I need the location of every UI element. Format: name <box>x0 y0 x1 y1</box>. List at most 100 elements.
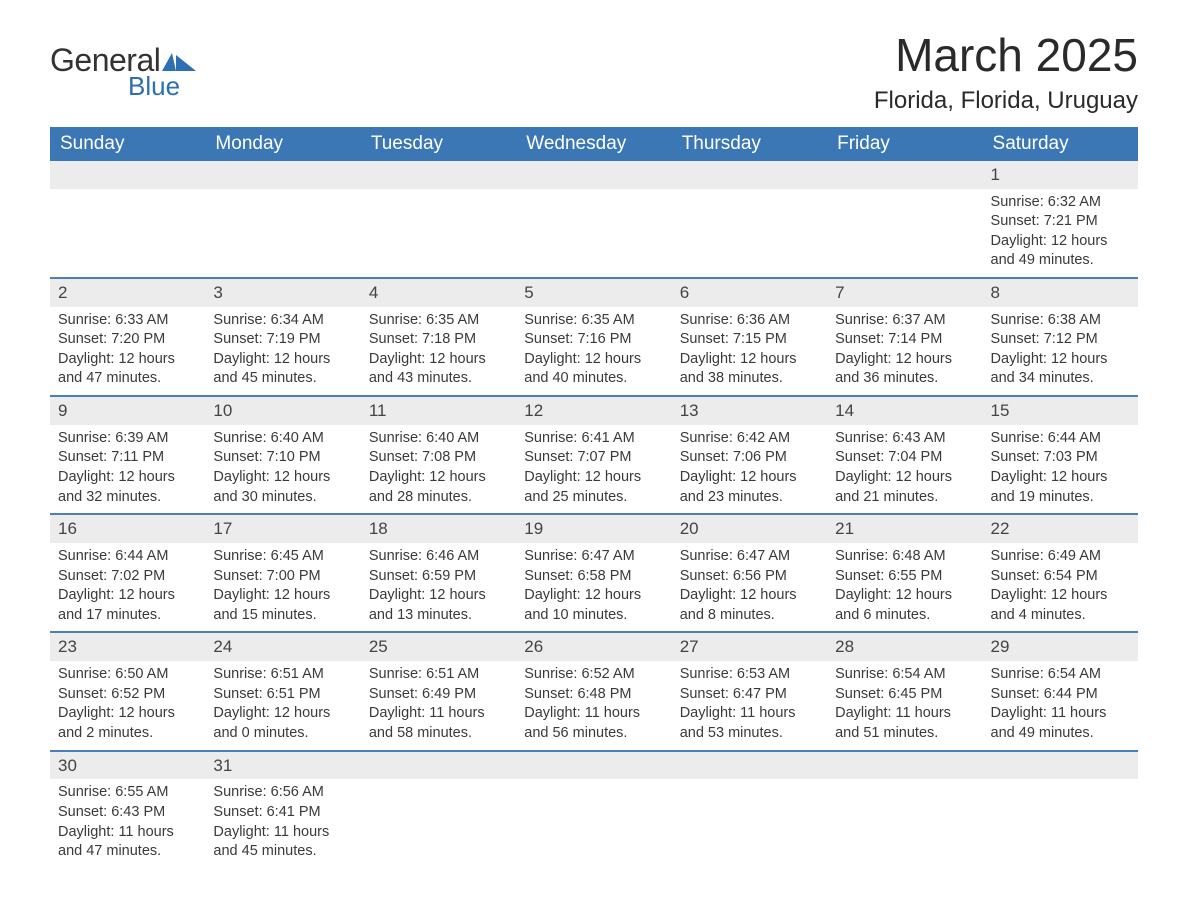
daylight-text: and 34 minutes. <box>991 369 1130 389</box>
sunrise-text: Sunrise: 6:49 AM <box>991 547 1130 567</box>
day-number-cell <box>983 751 1138 780</box>
sunset-text: Sunset: 7:14 PM <box>835 330 974 350</box>
day-number-cell <box>827 751 982 780</box>
daylight-text: Daylight: 12 hours <box>680 468 819 488</box>
day-info-cell: Sunrise: 6:54 AMSunset: 6:45 PMDaylight:… <box>827 661 982 750</box>
daylight-text: and 40 minutes. <box>524 369 663 389</box>
day-number-cell <box>672 161 827 189</box>
sunrise-text: Sunrise: 6:39 AM <box>58 429 197 449</box>
daylight-text: and 32 minutes. <box>58 488 197 508</box>
sunset-text: Sunset: 6:55 PM <box>835 567 974 587</box>
sunrise-text: Sunrise: 6:35 AM <box>369 311 508 331</box>
sunset-text: Sunset: 6:52 PM <box>58 685 197 705</box>
sunset-text: Sunset: 7:08 PM <box>369 448 508 468</box>
sunrise-text: Sunrise: 6:32 AM <box>991 193 1130 213</box>
day-number-cell: 2 <box>50 278 205 307</box>
day-number-cell: 7 <box>827 278 982 307</box>
day-number-cell <box>50 161 205 189</box>
sunset-text: Sunset: 7:04 PM <box>835 448 974 468</box>
daylight-text: Daylight: 12 hours <box>835 350 974 370</box>
day-number-cell: 30 <box>50 751 205 780</box>
day-number-cell: 5 <box>516 278 671 307</box>
day-number-cell: 13 <box>672 396 827 425</box>
calendar-body: 1Sunrise: 6:32 AMSunset: 7:21 PMDaylight… <box>50 161 1138 868</box>
sunrise-text: Sunrise: 6:56 AM <box>213 783 352 803</box>
daylight-text: and 25 minutes. <box>524 488 663 508</box>
day-number-cell <box>672 751 827 780</box>
day-number-cell: 21 <box>827 514 982 543</box>
day-info-cell <box>672 779 827 867</box>
day-number-cell: 20 <box>672 514 827 543</box>
sunrise-text: Sunrise: 6:52 AM <box>524 665 663 685</box>
sunset-text: Sunset: 7:06 PM <box>680 448 819 468</box>
sunrise-text: Sunrise: 6:51 AM <box>213 665 352 685</box>
sunrise-text: Sunrise: 6:40 AM <box>369 429 508 449</box>
day-info-cell: Sunrise: 6:32 AMSunset: 7:21 PMDaylight:… <box>983 189 1138 278</box>
daylight-text: and 19 minutes. <box>991 488 1130 508</box>
day-number-cell: 12 <box>516 396 671 425</box>
day-info-cell: Sunrise: 6:35 AMSunset: 7:18 PMDaylight:… <box>361 307 516 396</box>
daylight-text: and 38 minutes. <box>680 369 819 389</box>
sunset-text: Sunset: 6:59 PM <box>369 567 508 587</box>
sunrise-text: Sunrise: 6:35 AM <box>524 311 663 331</box>
daylight-text: Daylight: 12 hours <box>680 350 819 370</box>
day-info-cell: Sunrise: 6:47 AMSunset: 6:56 PMDaylight:… <box>672 543 827 632</box>
daylight-text: and 28 minutes. <box>369 488 508 508</box>
sunset-text: Sunset: 7:19 PM <box>213 330 352 350</box>
title-block: March 2025 Florida, Florida, Uruguay <box>874 30 1138 115</box>
sunrise-text: Sunrise: 6:54 AM <box>991 665 1130 685</box>
day-number-cell: 25 <box>361 632 516 661</box>
daylight-text: Daylight: 12 hours <box>835 468 974 488</box>
day-info-cell: Sunrise: 6:37 AMSunset: 7:14 PMDaylight:… <box>827 307 982 396</box>
sunrise-text: Sunrise: 6:41 AM <box>524 429 663 449</box>
day-info-cell: Sunrise: 6:51 AMSunset: 6:51 PMDaylight:… <box>205 661 360 750</box>
day-info-cell: Sunrise: 6:46 AMSunset: 6:59 PMDaylight:… <box>361 543 516 632</box>
sunrise-text: Sunrise: 6:53 AM <box>680 665 819 685</box>
daylight-text: Daylight: 12 hours <box>369 350 508 370</box>
daylight-text: Daylight: 12 hours <box>213 468 352 488</box>
daylight-text: and 0 minutes. <box>213 724 352 744</box>
day-number-cell: 22 <box>983 514 1138 543</box>
sunset-text: Sunset: 7:18 PM <box>369 330 508 350</box>
day-number-cell: 15 <box>983 396 1138 425</box>
page-title: March 2025 <box>874 30 1138 81</box>
day-info-cell: Sunrise: 6:40 AMSunset: 7:10 PMDaylight:… <box>205 425 360 514</box>
sunrise-text: Sunrise: 6:34 AM <box>213 311 352 331</box>
day-number-cell: 8 <box>983 278 1138 307</box>
daylight-text: Daylight: 11 hours <box>524 704 663 724</box>
day-info-cell: Sunrise: 6:34 AMSunset: 7:19 PMDaylight:… <box>205 307 360 396</box>
daylight-text: and 45 minutes. <box>213 842 352 862</box>
daylight-text: Daylight: 12 hours <box>991 350 1130 370</box>
sunset-text: Sunset: 7:00 PM <box>213 567 352 587</box>
day-info-row: Sunrise: 6:55 AMSunset: 6:43 PMDaylight:… <box>50 779 1138 867</box>
day-number-cell: 16 <box>50 514 205 543</box>
day-number-cell: 17 <box>205 514 360 543</box>
day-info-row: Sunrise: 6:44 AMSunset: 7:02 PMDaylight:… <box>50 543 1138 632</box>
sunset-text: Sunset: 7:02 PM <box>58 567 197 587</box>
sunrise-text: Sunrise: 6:33 AM <box>58 311 197 331</box>
sunrise-text: Sunrise: 6:37 AM <box>835 311 974 331</box>
day-number-cell <box>827 161 982 189</box>
day-info-cell <box>672 189 827 278</box>
day-info-row: Sunrise: 6:39 AMSunset: 7:11 PMDaylight:… <box>50 425 1138 514</box>
sunrise-text: Sunrise: 6:50 AM <box>58 665 197 685</box>
daylight-text: Daylight: 12 hours <box>213 586 352 606</box>
day-info-cell <box>50 189 205 278</box>
daylight-text: and 58 minutes. <box>369 724 508 744</box>
day-info-cell: Sunrise: 6:48 AMSunset: 6:55 PMDaylight:… <box>827 543 982 632</box>
daylight-text: and 51 minutes. <box>835 724 974 744</box>
day-info-cell <box>361 779 516 867</box>
sunset-text: Sunset: 7:10 PM <box>213 448 352 468</box>
sunset-text: Sunset: 7:07 PM <box>524 448 663 468</box>
day-number-row: 9101112131415 <box>50 396 1138 425</box>
sunset-text: Sunset: 6:48 PM <box>524 685 663 705</box>
day-number-cell: 29 <box>983 632 1138 661</box>
day-number-cell: 18 <box>361 514 516 543</box>
day-info-cell: Sunrise: 6:44 AMSunset: 7:03 PMDaylight:… <box>983 425 1138 514</box>
day-info-cell: Sunrise: 6:56 AMSunset: 6:41 PMDaylight:… <box>205 779 360 867</box>
day-number-cell: 24 <box>205 632 360 661</box>
day-number-cell: 10 <box>205 396 360 425</box>
day-info-cell: Sunrise: 6:54 AMSunset: 6:44 PMDaylight:… <box>983 661 1138 750</box>
day-info-cell <box>827 779 982 867</box>
sunrise-text: Sunrise: 6:38 AM <box>991 311 1130 331</box>
